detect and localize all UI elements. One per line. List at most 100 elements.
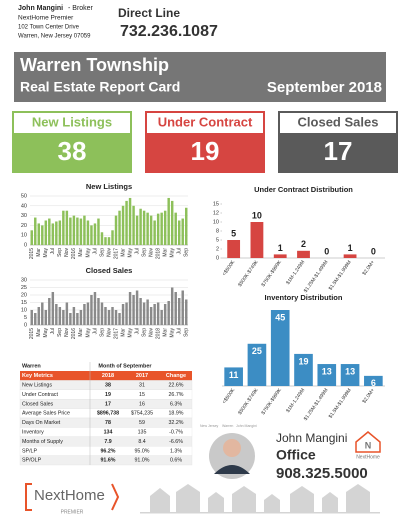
table-cell: $754,235 [131, 411, 153, 417]
y-tick-label: 40 [21, 203, 27, 209]
bar [317, 364, 337, 386]
bar [58, 220, 62, 245]
office-phone: 908.325.5000 [276, 465, 368, 482]
house [346, 484, 370, 512]
logo-house [355, 431, 381, 453]
y-tick-label: 0 [24, 322, 27, 328]
value-label: 0 [324, 246, 329, 256]
bar [55, 304, 58, 325]
y-tick-label: 8 [216, 228, 219, 234]
bar [100, 302, 104, 325]
agent-logo: NextHome [356, 454, 380, 460]
bar [83, 304, 86, 325]
value-label: 13 [345, 366, 355, 376]
bar [90, 225, 93, 245]
bar [90, 295, 93, 325]
bar [146, 299, 149, 325]
street: 102 Town Center Drive [18, 25, 80, 31]
x-tick-label: Jul [50, 328, 56, 334]
bar [142, 302, 146, 325]
bar [156, 213, 160, 245]
x-tick-label: May [127, 328, 133, 338]
x-tick-label: May [43, 328, 49, 338]
brand-bracket [25, 483, 120, 511]
table-cell: 59 [139, 420, 145, 426]
bar [170, 287, 174, 325]
x-tick-label: $1M-1.249M [285, 387, 306, 413]
logo-letter: N [365, 440, 372, 450]
chart-title: New Listings [86, 182, 132, 191]
bar [72, 215, 76, 245]
y-tick-label: 30 [21, 213, 27, 219]
bar [65, 210, 69, 245]
bar [97, 298, 100, 325]
house [176, 484, 200, 512]
bar [83, 215, 86, 245]
bar [156, 302, 160, 325]
table-cell: Closed Sales [22, 401, 54, 407]
bar [104, 237, 107, 245]
x-tick-label: Sep [57, 328, 63, 337]
bar [111, 230, 114, 245]
table-cell: 6.3% [170, 401, 182, 407]
table-cell: 95.0% [134, 448, 149, 454]
stat-label-band [280, 113, 396, 133]
bar [37, 223, 41, 245]
x-tick-label: Mar [163, 328, 169, 337]
bar [100, 232, 104, 245]
bar [185, 207, 188, 245]
x-tick-label: Nov [106, 328, 112, 337]
bar [247, 343, 267, 386]
value-label: 11 [229, 370, 239, 380]
y-tick-label: 15 [21, 300, 27, 306]
table-cell: -6.6% [169, 439, 183, 445]
agent-role: - Broker [68, 5, 94, 12]
bar [174, 212, 177, 245]
bar [118, 210, 121, 245]
y-tick-label: 20 [21, 223, 27, 229]
bar [149, 307, 153, 325]
bar [132, 295, 135, 325]
x-tick-label: Nov [106, 248, 112, 257]
x-tick-label: May [170, 248, 176, 258]
stat-label: Closed Sales [298, 114, 379, 129]
ground [140, 512, 380, 514]
bar [55, 221, 58, 245]
table-cell: 134 [104, 430, 113, 436]
y-tick-label: 15 [213, 201, 219, 207]
x-tick-label: Jul [177, 328, 183, 334]
x-tick-label: Sep [141, 248, 147, 257]
x-tick-label: $750K-$999K [260, 387, 283, 416]
table-cell: Under Contract [22, 392, 58, 398]
bar [132, 205, 135, 245]
table-cell: 18.9% [168, 411, 183, 417]
footer-brand: NextHome [34, 487, 105, 504]
y-tick-label: 5 [216, 237, 219, 243]
table-cell: -0.7% [169, 430, 183, 436]
stat-label-band [14, 113, 130, 133]
bar [62, 210, 65, 245]
bar [79, 310, 83, 325]
bar [139, 208, 142, 245]
bar [340, 364, 360, 386]
x-tick-label: Sep [99, 328, 105, 337]
bar [65, 302, 69, 325]
bar [114, 310, 118, 325]
bar [174, 292, 177, 325]
banner [14, 52, 386, 102]
table-cell: 15 [139, 392, 145, 398]
x-tick-label: May [85, 328, 91, 338]
table-cell: Months of Supply [22, 439, 63, 445]
banner-period: September 2018 [267, 79, 382, 96]
table-header: Key Metrics [22, 373, 53, 379]
bar [224, 367, 243, 386]
bar [163, 210, 167, 245]
x-tick-label: Jul [134, 328, 140, 334]
bar [170, 200, 174, 245]
bar [51, 292, 55, 325]
x-tick-label: Sep [57, 248, 63, 257]
x-tick-label: $500K-$749K [237, 387, 260, 416]
bar [76, 313, 79, 325]
table-cell: New Listings [22, 383, 52, 389]
